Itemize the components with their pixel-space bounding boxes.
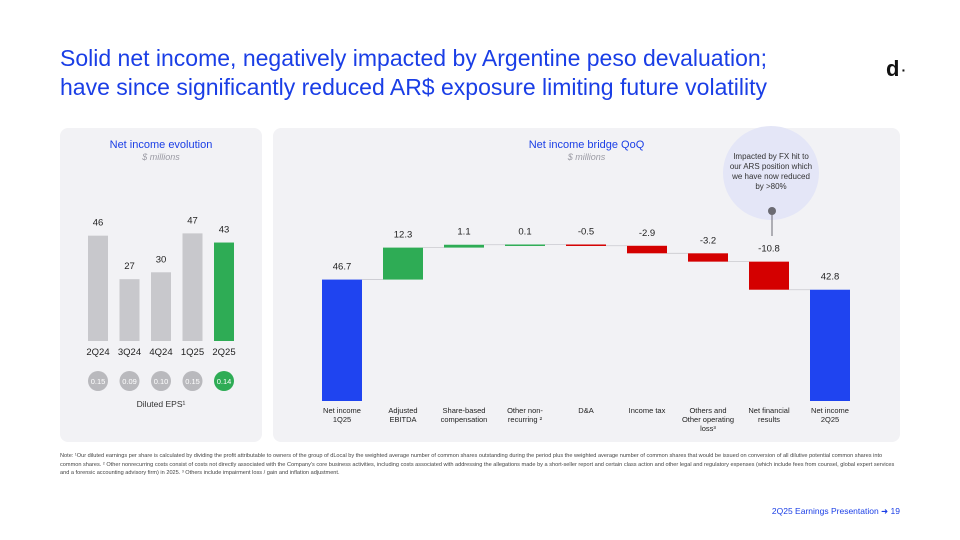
bridge-category-label: Income tax: [629, 406, 666, 415]
bridge-bar: [444, 244, 484, 248]
eps-badge: [182, 371, 203, 391]
fx-callout-text: Impacted by FX hit to our ARS position w…: [729, 152, 813, 191]
bridge-bar: [566, 244, 606, 246]
bridge-category-label: D&A: [578, 406, 593, 415]
evolution-tick-label: 2Q24: [86, 347, 109, 358]
eps-badge: [88, 371, 108, 391]
evolution-bar-4q24: [151, 272, 171, 341]
bridge-category-label: Others and: [689, 406, 726, 415]
bridge-category-label: 2Q25: [821, 415, 839, 424]
bridge-category-label: Net income: [811, 406, 849, 415]
dlocal-logo: d ·: [886, 56, 906, 82]
evolution-tick-label: 3Q24: [118, 347, 141, 358]
evolution-tick-label: 1Q25: [181, 347, 204, 358]
eps-value-label: 0.14: [217, 377, 232, 386]
bridge-category-label: loss³: [700, 424, 716, 433]
bridge-bar: [688, 253, 728, 262]
bridge-value-label: -10.8: [758, 244, 780, 255]
bridge-value-label: 1.1: [457, 227, 470, 238]
net-income-evolution-chart: 46 2Q24 0.15 27 3Q24 0.09 30 4Q24 0.10 47 1Q25 0.15…: [86, 215, 235, 409]
bridge-category-label: Net financial: [748, 406, 790, 415]
net-income-evolution-title: Net income evolution: [109, 139, 213, 151]
evolution-bar-1q25: [182, 233, 203, 341]
eps-value-label: 0.09: [122, 377, 137, 386]
bridge-category-label: Other non-: [507, 406, 543, 415]
footer-page-label: 2Q25 Earnings Presentation ➜ 19: [771, 506, 900, 516]
page-title: Solid net income, negatively impacted by…: [60, 44, 880, 102]
bridge-category-label: recurring ²: [508, 415, 543, 424]
fx-callout-bubble: Impacted by FX hit to our ARS position w…: [723, 126, 819, 220]
logo-text: d: [886, 56, 900, 81]
bridge-category-label: Net income: [323, 406, 361, 415]
eps-caption: Diluted EPS¹: [137, 399, 186, 409]
bridge-category-label: compensation: [441, 415, 488, 424]
bridge-value-label: 0.1: [518, 226, 531, 237]
evolution-tick-label: 4Q24: [149, 347, 172, 358]
eps-value-label: 0.10: [154, 377, 169, 386]
bridge-category-label: 1Q25: [333, 415, 351, 424]
net-income-evolution-subtitle: $ millions: [142, 152, 180, 162]
evolution-tick-label: 2Q25: [212, 347, 235, 358]
net-income-bridge-title: Net income bridge QoQ: [528, 139, 645, 151]
bridge-bar: [322, 279, 362, 401]
net-income-bridge-subtitle: $ millions: [567, 152, 606, 162]
bridge-category-label: results: [758, 415, 780, 424]
bridge-bar: [627, 245, 667, 254]
bridge-value-label: 42.8: [821, 272, 840, 283]
bridge-bar: [383, 247, 423, 280]
eps-badge: [151, 371, 171, 391]
bridge-category-label: Adjusted: [388, 406, 417, 415]
callout-connector: [768, 207, 776, 236]
eps-badge: [119, 371, 140, 391]
eps-value-label: 0.15: [185, 377, 200, 386]
bridge-bar: [810, 289, 850, 401]
evolution-value-label: 30: [156, 254, 167, 265]
net-income-evolution-panel: Net income evolution $ millions 46 2Q24 0.…: [60, 128, 262, 442]
footnote: Note: ¹Our diluted earnings per share is…: [60, 453, 895, 477]
bridge-category-label: EBITDA: [389, 415, 416, 424]
bridge-bar: [749, 261, 789, 290]
bridge-value-label: 46.7: [333, 262, 352, 273]
bridge-category-label: Share-based: [443, 406, 486, 415]
eps-value-label: 0.15: [91, 377, 106, 386]
bridge-value-label: -3.2: [700, 235, 716, 246]
evolution-value-label: 47: [187, 215, 198, 226]
bridge-bar: [505, 244, 545, 246]
evolution-bar-2q25: [214, 242, 234, 341]
title-line-2: have since significantly reduced AR$ exp…: [60, 74, 767, 100]
bridge-category-label: Other operating: [682, 415, 734, 424]
logo-dot-icon: ·: [901, 62, 907, 79]
bridge-value-label: -2.9: [639, 228, 655, 239]
bridge-value-label: -0.5: [578, 226, 594, 237]
evolution-value-label: 46: [93, 218, 104, 229]
evolution-bar-2q24: [88, 235, 108, 341]
eps-badge: [214, 371, 234, 391]
title-line-1: Solid net income, negatively impacted by…: [60, 45, 768, 71]
evolution-value-label: 27: [124, 261, 135, 272]
evolution-bar-3q24: [119, 279, 140, 341]
bridge-value-label: 12.3: [394, 230, 413, 241]
evolution-value-label: 43: [219, 225, 230, 236]
